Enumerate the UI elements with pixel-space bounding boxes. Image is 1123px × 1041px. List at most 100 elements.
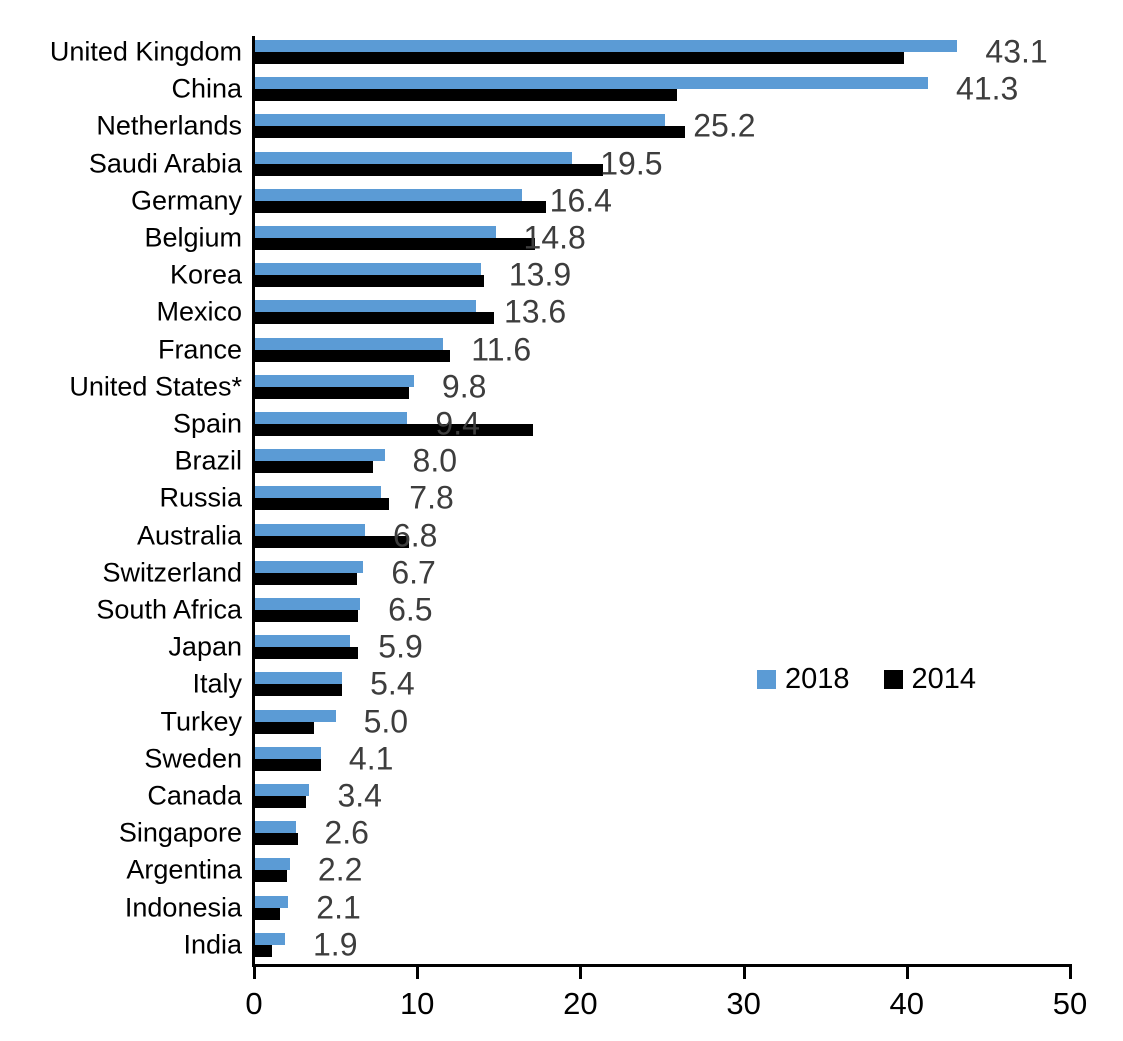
value-label-mexico: 13.6 (503, 293, 567, 330)
bar-2018-germany (254, 188, 522, 201)
value-label-italy: 5.4 (370, 665, 415, 702)
value-label-netherlands: 25.2 (693, 107, 756, 144)
bar-2018-south-africa (254, 598, 361, 610)
bar-2014-china (254, 89, 677, 102)
category-label-united-states: United States* (69, 371, 242, 402)
legend-swatch-2014-icon (883, 670, 903, 689)
category-label-spain: Spain (172, 408, 242, 439)
category-label-south-africa: South Africa (96, 594, 242, 625)
value-label-brazil: 8.0 (412, 442, 458, 479)
bar-2014-netherlands (254, 126, 685, 139)
bar-2018-turkey (254, 709, 336, 722)
bar-2014-saudi-arabia (254, 163, 604, 176)
value-label-switzerland: 6.7 (391, 554, 436, 591)
bar-2014-spain (254, 424, 534, 436)
value-label-india: 1.9 (313, 926, 358, 963)
x-tick-mark-30 (742, 966, 746, 979)
y-axis-line (252, 36, 255, 966)
bar-2014-russia (254, 498, 390, 511)
bar-2014-australia (254, 535, 410, 548)
x-tick-label-40: 40 (889, 986, 925, 1021)
bar-2018-india (254, 932, 285, 945)
bar-2014-mexico (254, 312, 494, 325)
category-label-united-kingdom: United Kingdom (49, 36, 242, 67)
category-label-switzerland: Switzerland (102, 557, 242, 588)
value-label-germany: 16.4 (549, 182, 612, 219)
category-label-brazil: Brazil (174, 445, 242, 476)
value-label-china: 41.3 (956, 70, 1019, 107)
bar-2014-turkey (254, 721, 315, 734)
value-label-singapore: 2.6 (324, 814, 369, 851)
value-label-sweden: 4.1 (348, 740, 394, 777)
bar-2018-sweden (254, 746, 321, 759)
bar-2014-belgium (254, 238, 535, 250)
x-tick-mark-40 (905, 966, 909, 979)
value-label-united-states: 9.8 (441, 368, 487, 405)
category-label-russia: Russia (159, 482, 242, 513)
legend-swatch-2018-icon (757, 670, 776, 689)
category-label-china: China (171, 73, 242, 104)
value-label-spain: 9.4 (435, 405, 480, 442)
x-tick-label-0: 0 (245, 986, 263, 1021)
bar-2018-switzerland (254, 560, 364, 573)
value-label-belgium: 14.8 (523, 219, 586, 256)
bar-2018-france (254, 337, 444, 350)
bar-2018-korea (254, 263, 481, 276)
legend-entry-2018: 2018 (757, 663, 850, 696)
value-label-south-africa: 6.5 (388, 591, 433, 628)
x-tick-mark-0 (253, 966, 256, 979)
value-label-australia: 6.8 (392, 517, 438, 554)
category-label-france: France (157, 334, 242, 365)
bar-2018-indonesia (254, 895, 289, 908)
legend-label-2014: 2014 (911, 663, 977, 695)
bar-2018-china (254, 77, 929, 90)
bar-2014-switzerland (254, 572, 357, 585)
bar-2014-south-africa (254, 610, 359, 622)
bar-2014-singapore (254, 833, 299, 846)
category-label-sweden: Sweden (144, 743, 242, 774)
value-label-united-kingdom: 43.1 (985, 33, 1048, 70)
value-label-france: 11.6 (471, 331, 532, 368)
value-label-japan: 5.9 (378, 628, 423, 665)
x-tick-label-50: 50 (1052, 986, 1088, 1021)
category-label-netherlands: Netherlands (96, 110, 242, 141)
category-label-italy: Italy (192, 668, 242, 699)
legend: 2018 2014 (757, 663, 998, 696)
x-tick-mark-20 (579, 966, 583, 979)
category-label-australia: Australia (136, 520, 242, 551)
category-label-argentina: Argentina (126, 854, 242, 885)
bar-2018-canada (254, 784, 310, 796)
x-tick-label-20: 20 (563, 986, 598, 1021)
bar-2014-japan (254, 647, 359, 660)
legend-entry-2014: 2014 (883, 663, 977, 696)
bar-2014-germany (254, 200, 547, 213)
bar-2018-united-kingdom (254, 40, 958, 52)
bar-2018-italy (254, 672, 343, 685)
bar-2018-russia (254, 486, 382, 499)
legend-label-2018: 2018 (785, 663, 850, 695)
x-axis-line (252, 964, 1072, 967)
bar-2014-india (254, 944, 272, 957)
bar-2018-brazil (254, 449, 385, 462)
value-label-saudi-arabia: 19.5 (600, 145, 663, 182)
category-label-belgium: Belgium (144, 222, 242, 253)
bar-2014-sweden (254, 758, 321, 771)
x-tick-label-10: 10 (399, 986, 435, 1021)
x-tick-mark-50 (1069, 966, 1072, 979)
bar-2018-netherlands (254, 114, 666, 127)
value-label-argentina: 2.2 (317, 851, 363, 888)
category-label-saudi-arabia: Saudi Arabia (88, 148, 242, 179)
bar-2014-united-kingdom (254, 52, 904, 64)
bar-2018-singapore (254, 821, 297, 834)
value-label-korea: 13.9 (508, 256, 572, 293)
bar-2014-indonesia (254, 907, 281, 920)
category-label-canada: Canada (147, 780, 242, 811)
category-label-turkey: Turkey (160, 706, 242, 737)
category-label-indonesia: Indonesia (124, 892, 242, 923)
category-label-germany: Germany (130, 185, 242, 216)
bar-2014-korea (254, 275, 485, 288)
value-label-turkey: 5.0 (363, 703, 409, 740)
bar-2018-belgium (254, 226, 496, 238)
bar-2018-mexico (254, 300, 476, 313)
bar-2018-united-states (254, 374, 414, 387)
